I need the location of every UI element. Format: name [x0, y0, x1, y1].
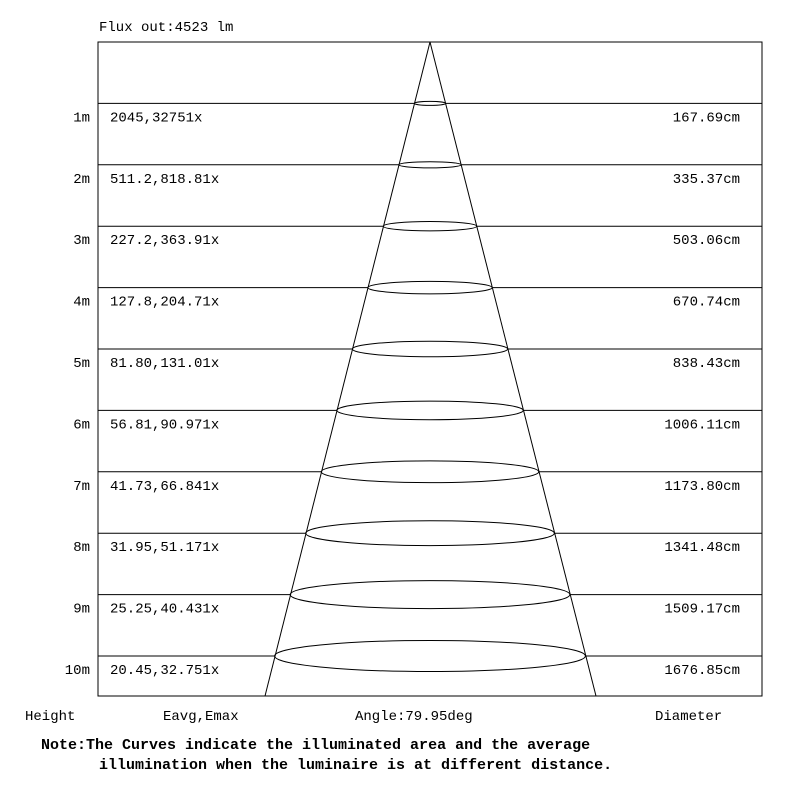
illuminated-area-ellipse [351, 340, 509, 358]
illuminated-area-ellipse [413, 100, 447, 106]
row-height: 9m [73, 602, 90, 618]
row-diameter: 670.74cm [673, 295, 740, 311]
row-diameter: 167.69cm [673, 110, 740, 126]
row-height: 6m [73, 417, 90, 433]
row-diameter: 503.06cm [673, 233, 740, 249]
row-height: 8m [73, 540, 90, 556]
illuminated-area-ellipse [382, 221, 478, 232]
note-line-2: illumination when the luminaire is at di… [99, 757, 612, 774]
row-diameter: 1173.80cm [664, 479, 740, 495]
illuminated-area-ellipse [320, 460, 540, 484]
row-diameter: 1341.48cm [664, 540, 740, 556]
diameter-label: Diameter [655, 709, 722, 725]
row-illuminance: 20.45,32.751x [110, 663, 219, 679]
row-illuminance: 41.73,66.841x [110, 479, 219, 495]
illuminated-area-ellipse [305, 520, 555, 547]
flux-label: Flux out:4523 lm [99, 20, 233, 36]
cone-left-edge [264, 41, 431, 697]
row-illuminance: 56.81,90.971x [110, 417, 219, 433]
row-illuminance: 127.8,204.71x [110, 295, 219, 311]
row-illuminance: 31.95,51.171x [110, 540, 219, 556]
note-line-1: Note:The Curves indicate the illuminated… [41, 737, 590, 754]
row-illuminance: 25.25,40.431x [110, 602, 219, 618]
row-illuminance: 2045,32751x [110, 110, 202, 126]
row-height: 10m [65, 663, 90, 679]
row-illuminance: 511.2,818.81x [110, 172, 219, 188]
row-diameter: 838.43cm [673, 356, 740, 372]
row-height: 4m [73, 295, 90, 311]
row-height: 3m [73, 233, 90, 249]
illuminated-area-ellipse [367, 280, 493, 295]
height-label: Height [25, 709, 75, 725]
illuminated-area-ellipse [336, 400, 524, 421]
row-height: 1m [73, 110, 90, 126]
row-diameter: 1509.17cm [664, 602, 740, 618]
row-illuminance: 81.80,131.01x [110, 356, 219, 372]
illuminated-area-ellipse [274, 639, 586, 673]
row-illuminance: 227.2,363.91x [110, 233, 219, 249]
illuminated-area-ellipse [289, 580, 571, 610]
row-height: 5m [73, 356, 90, 372]
illuminance-label: Eavg,Emax [163, 709, 239, 725]
row-height: 7m [73, 479, 90, 495]
row-diameter: 1676.85cm [664, 663, 740, 679]
row-diameter: 335.37cm [673, 172, 740, 188]
cone-right-edge [429, 41, 597, 697]
illuminated-area-ellipse [398, 161, 462, 169]
row-height: 2m [73, 172, 90, 188]
angle-label: Angle:79.95deg [355, 709, 473, 725]
row-diameter: 1006.11cm [664, 417, 740, 433]
